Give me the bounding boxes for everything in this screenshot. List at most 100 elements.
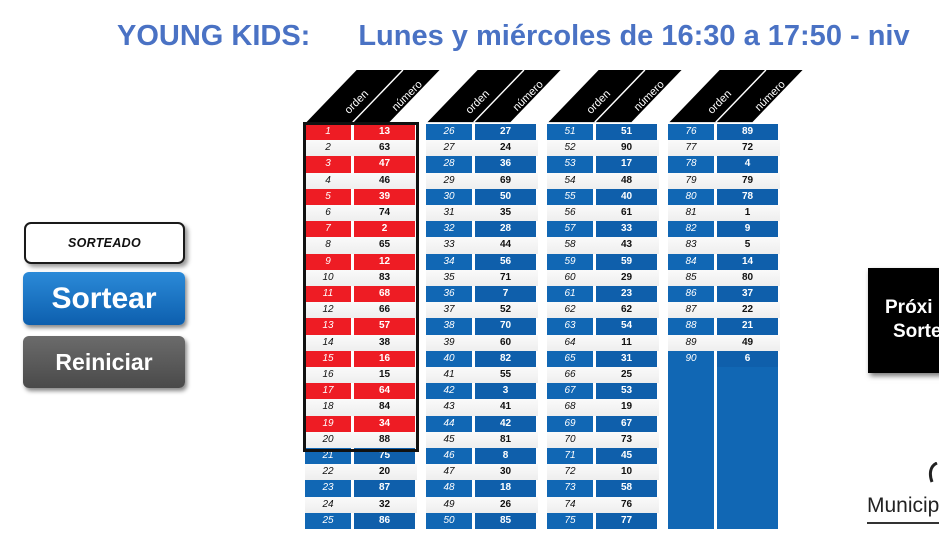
table-row: 8 65 <box>305 237 417 254</box>
number-cell: 77 <box>596 512 657 529</box>
municipality-logo-icon <box>928 462 938 483</box>
number-cell: 45 <box>596 448 657 465</box>
number-cell <box>717 431 778 448</box>
table-row: 77 72 <box>668 140 780 157</box>
number-cell <box>717 448 778 465</box>
table-row: 26 27 <box>426 124 538 141</box>
order-cell: 44 <box>426 415 472 432</box>
table-row: 41 55 <box>426 367 538 384</box>
table-row <box>668 480 780 497</box>
order-cell: 83 <box>685 239 697 251</box>
table-row: 33 44 <box>426 237 538 254</box>
number-cell: 26 <box>499 498 512 510</box>
table-row: 89 49 <box>668 334 780 351</box>
order-cell: 35 <box>443 271 455 283</box>
order-cell: 27 <box>443 142 455 154</box>
table-row: 61 23 <box>547 286 659 303</box>
brand-text: Municip <box>867 494 939 517</box>
page-title: YOUNG KIDS: Lunes y miércoles de 16:30 a … <box>117 20 910 53</box>
number-cell: 54 <box>596 318 657 335</box>
order-cell: 42 <box>426 383 472 400</box>
order-cell: 37 <box>443 304 455 316</box>
table-row <box>668 383 780 400</box>
number-cell: 89 <box>717 124 778 141</box>
order-cell: 41 <box>443 369 455 380</box>
table-row <box>668 464 780 481</box>
order-cell: 66 <box>564 369 576 380</box>
order-cell: 64 <box>564 336 576 348</box>
number-cell <box>717 367 778 384</box>
table-row: 53 17 <box>547 156 659 173</box>
number-cell: 79 <box>741 174 754 186</box>
order-cell: 50 <box>426 512 472 529</box>
number-cell: 35 <box>499 207 512 218</box>
number-cell: 69 <box>499 174 512 186</box>
table-row: 42 3 <box>426 383 538 400</box>
table-row: 88 21 <box>668 318 780 335</box>
reset-button[interactable]: Reiniciar <box>23 336 185 388</box>
table-row: 14 38 <box>305 334 417 351</box>
table-row: 25 86 <box>305 512 417 529</box>
number-cell: 56 <box>475 253 536 270</box>
draw-button[interactable]: Sortear <box>23 272 185 325</box>
next-draw-line2: Sorte <box>893 321 939 342</box>
table-row: 75 77 <box>547 512 659 529</box>
table-row <box>668 448 780 465</box>
number-cell: 22 <box>741 304 754 316</box>
table-row: 52 90 <box>547 140 659 157</box>
number-cell: 32 <box>378 498 391 510</box>
table-row <box>668 367 780 384</box>
table-row: 32 28 <box>426 221 538 238</box>
table-row: 43 41 <box>426 399 538 416</box>
number-cell <box>717 383 778 400</box>
order-cell: 77 <box>685 142 697 154</box>
number-cell: 25 <box>620 369 633 380</box>
number-cell: 4 <box>717 156 778 173</box>
table-row: 10 83 <box>305 269 417 286</box>
number-cell: 40 <box>596 188 657 205</box>
order-cell <box>668 448 714 465</box>
number-cell: 58 <box>596 480 657 497</box>
number-cell: 50 <box>475 188 536 205</box>
table-row: 84 14 <box>668 253 780 270</box>
number-cell: 30 <box>499 466 512 478</box>
table-row: 70 73 <box>547 431 659 448</box>
number-cell: 66 <box>378 304 391 316</box>
next-draw-panel[interactable]: Próxi Sorte <box>868 268 939 373</box>
order-cell: 43 <box>443 401 455 413</box>
order-cell: 29 <box>443 174 455 186</box>
table-row: 34 56 <box>426 253 538 270</box>
column-header: orden número <box>669 70 803 123</box>
order-cell: 31 <box>443 207 455 218</box>
table-row: 58 43 <box>547 237 659 254</box>
order-cell: 59 <box>547 253 593 270</box>
order-cell: 49 <box>443 498 455 510</box>
table-row: 17 64 <box>305 383 417 400</box>
table-row: 21 75 <box>305 448 417 465</box>
table-row: 5 39 <box>305 188 417 205</box>
order-cell: 54 <box>564 174 576 186</box>
table-row: 23 87 <box>305 480 417 497</box>
number-cell: 82 <box>475 350 536 367</box>
order-cell: 81 <box>685 207 697 218</box>
order-cell: 56 <box>564 207 576 218</box>
number-cell: 39 <box>354 188 415 205</box>
brand-underline <box>867 522 939 524</box>
title-schedule: Lunes y miércoles de 16:30 a 17:50 - niv <box>358 20 910 52</box>
order-cell: 86 <box>668 286 714 303</box>
number-cell: 46 <box>378 174 391 186</box>
order-cell: 22 <box>322 466 334 478</box>
number-cell: 9 <box>717 221 778 238</box>
number-cell: 67 <box>596 415 657 432</box>
number-cell: 59 <box>596 253 657 270</box>
reset-button-label: Reiniciar <box>55 348 153 375</box>
number-cell: 72 <box>741 142 754 154</box>
order-cell: 16 <box>322 369 334 380</box>
table-row: 79 79 <box>668 172 780 189</box>
order-cell: 51 <box>547 124 593 141</box>
table-row: 56 61 <box>547 205 659 222</box>
table-row: 64 11 <box>547 334 659 351</box>
table-row: 66 25 <box>547 367 659 384</box>
number-cell: 3 <box>475 383 536 400</box>
order-cell: 21 <box>305 448 351 465</box>
